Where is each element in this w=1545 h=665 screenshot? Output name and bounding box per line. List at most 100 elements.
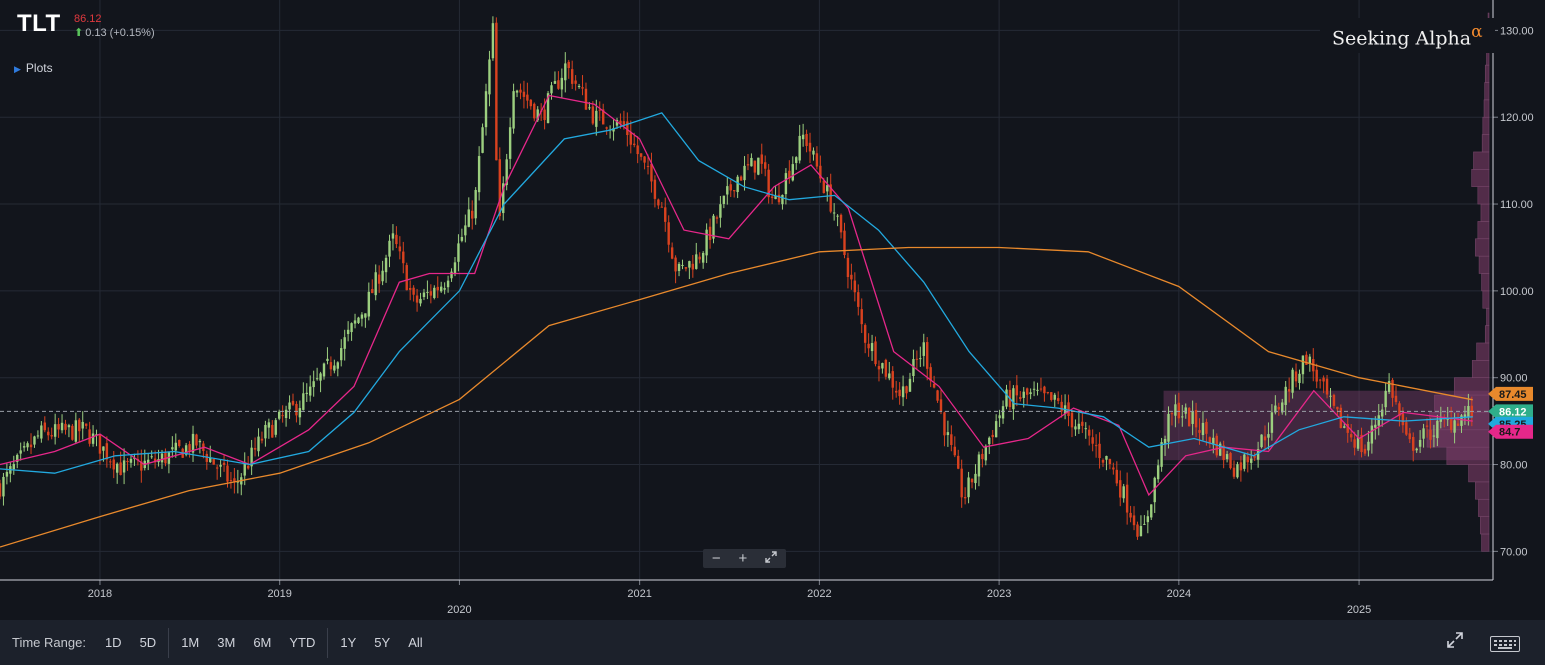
reset-zoom-button[interactable]: [765, 549, 777, 568]
candle-body: [119, 462, 122, 476]
range-all-button[interactable]: All: [408, 635, 423, 650]
candle-body: [977, 454, 981, 477]
candle-body: [408, 288, 412, 290]
candle-body: [905, 386, 908, 394]
candle-body: [970, 478, 974, 483]
candle-body: [353, 320, 357, 324]
candle-body: [863, 325, 867, 343]
candle-body: [915, 358, 919, 360]
candle-body: [1305, 354, 1308, 365]
candle-body: [732, 190, 736, 192]
candle-body: [229, 480, 233, 482]
candle-body: [1415, 448, 1418, 451]
candle-body: [81, 421, 84, 429]
fullscreen-button[interactable]: [1447, 632, 1463, 648]
range-ytd-button[interactable]: YTD: [289, 635, 316, 650]
candle-body: [560, 77, 564, 90]
zoom-in-button[interactable]: +: [738, 550, 748, 567]
volume-profile-bar: [1480, 516, 1490, 535]
candle-body: [929, 367, 932, 381]
candle-body: [453, 262, 457, 274]
candle-body: [457, 243, 460, 262]
candle-body: [433, 287, 436, 298]
candle-body: [894, 390, 898, 393]
volume-profile-bar: [1480, 203, 1490, 222]
keyboard-button[interactable]: [1490, 636, 1520, 652]
candle-body: [2, 476, 5, 497]
candle-body: [991, 434, 994, 438]
candle-body: [1236, 464, 1239, 478]
candle-body: [546, 93, 550, 124]
volume-profile-bar: [1468, 464, 1490, 483]
candle-body: [350, 323, 353, 333]
candle-body: [309, 386, 312, 396]
candle-body: [78, 419, 81, 432]
volume-profile-bar: [1484, 64, 1490, 83]
candle-body: [174, 442, 177, 451]
range-5d-button[interactable]: 5D: [139, 635, 157, 650]
volume-profile-bar: [1453, 377, 1490, 396]
candle-body: [557, 80, 560, 89]
candle-body: [488, 59, 491, 95]
candle-body: [19, 450, 22, 454]
candle-body: [1088, 429, 1091, 436]
zoom-out-button[interactable]: −: [711, 550, 721, 567]
candle-body: [1046, 392, 1050, 394]
range-1m-button[interactable]: 1M: [181, 635, 200, 650]
candle-body: [1408, 433, 1411, 440]
candle-body: [584, 88, 588, 110]
price-chart-svg[interactable]: 70.00 80.00 90.00 100.00 110.00 120.00 130.00 2…: [0, 0, 1545, 620]
candle-body: [612, 128, 615, 132]
candle-body: [1174, 404, 1177, 416]
candle-body: [267, 422, 271, 428]
candle-body: [698, 256, 701, 260]
candle-body: [591, 106, 595, 124]
candle-body: [1191, 411, 1194, 424]
candle-body: [1270, 412, 1274, 433]
candle-body: [1460, 415, 1463, 426]
candle-body: [815, 153, 819, 167]
candle-body: [553, 81, 557, 84]
candle-body: [122, 460, 126, 473]
candle-body: [1150, 504, 1153, 518]
candle-body: [622, 121, 626, 125]
candle-body: [1253, 456, 1256, 458]
candle-body: [974, 473, 977, 484]
candle-body: [319, 373, 322, 381]
candle-body: [1022, 391, 1025, 398]
range-6m-button[interactable]: 6M: [253, 635, 272, 650]
volume-profile-bar: [1484, 82, 1490, 101]
candle-body: [860, 309, 863, 325]
candle-body: [1405, 422, 1408, 435]
candle-body: [1287, 389, 1291, 392]
x-axis-tick-label: 2020: [447, 604, 471, 616]
candle-body: [677, 263, 681, 272]
candle-body: [126, 460, 129, 463]
range-3m-button[interactable]: 3M: [217, 635, 236, 650]
candle-body: [33, 436, 36, 445]
candle-body: [109, 461, 112, 463]
plots-label: Plots: [25, 61, 53, 75]
range-5y-button[interactable]: 5Y: [374, 635, 391, 650]
candle-body: [271, 424, 274, 438]
plots-toggle[interactable]: ▶ Plots: [14, 61, 53, 75]
x-axis-tick-label: 2018: [88, 588, 112, 600]
price-tag-label-1: 87.45: [1499, 389, 1527, 401]
candle-body: [346, 329, 350, 335]
candle-body: [22, 446, 26, 448]
candle-body: [1036, 389, 1039, 391]
candle-body: [0, 483, 2, 497]
candle-body: [695, 254, 698, 269]
candle-body: [884, 359, 888, 377]
candle-body: [377, 274, 381, 284]
range-1d-button[interactable]: 1D: [104, 635, 122, 650]
candle-body: [550, 85, 553, 94]
candle-body: [919, 358, 922, 360]
candle-body: [1143, 523, 1146, 525]
candle-body: [953, 446, 956, 456]
candle-body: [1370, 425, 1374, 444]
candle-body: [1225, 454, 1229, 460]
volume-profile-bar: [1475, 481, 1490, 500]
chart-area[interactable]: 70.00 80.00 90.00 100.00 110.00 120.00 130.00 2…: [0, 0, 1545, 620]
range-1y-button[interactable]: 1Y: [340, 635, 357, 650]
